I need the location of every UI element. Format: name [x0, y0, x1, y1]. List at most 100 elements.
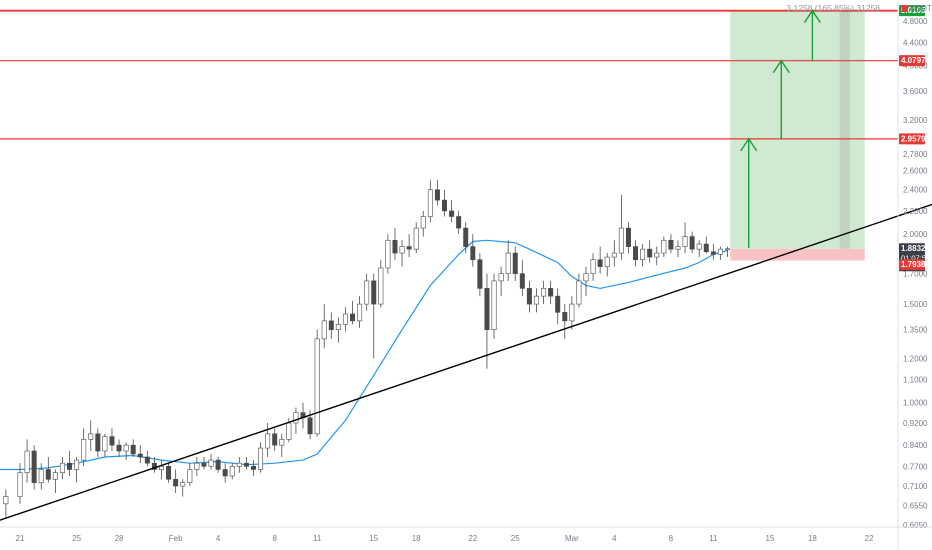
- candle: [526, 280, 532, 313]
- candle-body: [597, 259, 603, 267]
- candle: [357, 296, 363, 328]
- candle: [74, 457, 80, 483]
- candle: [399, 240, 405, 267]
- candle-body: [350, 313, 356, 322]
- candle: [675, 240, 681, 258]
- candle-body: [392, 239, 398, 254]
- candle-body: [562, 312, 568, 322]
- target-arrow-head: [803, 9, 821, 24]
- candle-body: [31, 450, 37, 483]
- candle-body: [272, 433, 278, 446]
- price-tag-text: 4.0797: [901, 56, 926, 65]
- target-arrow[interactable]: [772, 59, 790, 140]
- target-arrow[interactable]: [803, 9, 821, 61]
- candle: [548, 280, 554, 305]
- candle-body: [67, 462, 73, 470]
- candle: [590, 253, 596, 281]
- price-tick-label: 3.2000: [903, 116, 928, 125]
- candle-body: [328, 320, 334, 331]
- candle-body: [3, 496, 9, 505]
- position-zones: [730, 10, 865, 261]
- candle: [59, 457, 65, 480]
- candle: [180, 479, 186, 497]
- candle: [243, 457, 249, 470]
- candle: [342, 307, 348, 332]
- candle: [491, 273, 497, 339]
- price-tag-bg: [899, 55, 925, 67]
- candle-body: [342, 313, 348, 325]
- candle-body: [484, 288, 490, 331]
- time-tick-label: 22: [865, 534, 874, 543]
- price-tag-text: 1.7938: [901, 260, 926, 269]
- candle-body: [498, 273, 504, 282]
- trendline[interactable]: [0, 178, 932, 523]
- price-tick-label: 1.1000: [903, 376, 928, 385]
- candle-body: [243, 462, 249, 467]
- candle-body: [102, 436, 108, 452]
- candle-body: [286, 422, 292, 440]
- candle-body: [647, 248, 653, 258]
- price-tick-label: 1.7000: [903, 270, 928, 279]
- candle-body: [512, 252, 518, 274]
- candle-body: [215, 459, 221, 470]
- candle-body: [583, 273, 589, 282]
- time-tick-label: 8: [669, 534, 674, 543]
- candle-body: [541, 288, 547, 297]
- candle: [300, 402, 306, 429]
- candle-body: [137, 453, 143, 458]
- candle-body: [201, 462, 207, 467]
- candle-body: [548, 288, 554, 297]
- candle-body: [463, 227, 469, 247]
- time-tick-label: 4: [612, 534, 617, 543]
- candles: [3, 179, 730, 520]
- candle: [661, 236, 667, 258]
- candle-body: [364, 280, 370, 305]
- candle: [350, 300, 356, 325]
- candle-body: [717, 248, 723, 255]
- candle: [364, 273, 370, 311]
- time-tick-label: 28: [115, 534, 124, 543]
- trendline-layer[interactable]: [0, 178, 932, 523]
- candle: [434, 179, 440, 206]
- candle: [194, 457, 200, 476]
- candle-body: [640, 248, 646, 261]
- time-axis[interactable]: 21 25 28 Feb 4 8 11 15 18 22 25 Mar 4 8 11 15 18 22: [0, 526, 932, 543]
- candle: [151, 457, 157, 473]
- time-tick-label: 11: [313, 534, 322, 543]
- time-tick-label: 8: [272, 534, 277, 543]
- target-arrows[interactable]: [740, 9, 821, 248]
- stop-zone[interactable]: [730, 248, 865, 261]
- candle: [17, 463, 23, 504]
- currency-marker: [902, 5, 907, 12]
- candle: [250, 460, 256, 476]
- candle: [321, 304, 327, 349]
- candle: [116, 439, 122, 458]
- candle: [456, 210, 462, 235]
- candle: [597, 246, 603, 274]
- candle-body: [724, 248, 730, 251]
- candle: [173, 469, 179, 493]
- candle: [647, 240, 653, 263]
- candle-body: [208, 459, 214, 467]
- candle: [335, 317, 341, 343]
- candle-body: [399, 246, 405, 254]
- candle: [682, 222, 688, 254]
- candle-body: [250, 466, 256, 470]
- candle-body: [710, 251, 716, 255]
- candle-body: [505, 252, 511, 274]
- candle-body: [555, 295, 561, 313]
- candle-body: [633, 246, 639, 261]
- candle-body: [406, 246, 412, 250]
- candle-body: [38, 469, 44, 483]
- candle: [314, 329, 320, 437]
- price-tag: 4.0797: [899, 55, 926, 67]
- price-axis[interactable]: 0.6050 0.6550 0.7100 0.7700 0.8400 0.9200 1.00…: [897, 0, 928, 550]
- target-arrow[interactable]: [740, 137, 758, 248]
- candle: [562, 304, 568, 339]
- price-tick-label: 0.6050: [903, 521, 928, 530]
- candle-body: [236, 462, 242, 467]
- time-tick-label: 18: [808, 534, 817, 543]
- candle: [328, 312, 334, 339]
